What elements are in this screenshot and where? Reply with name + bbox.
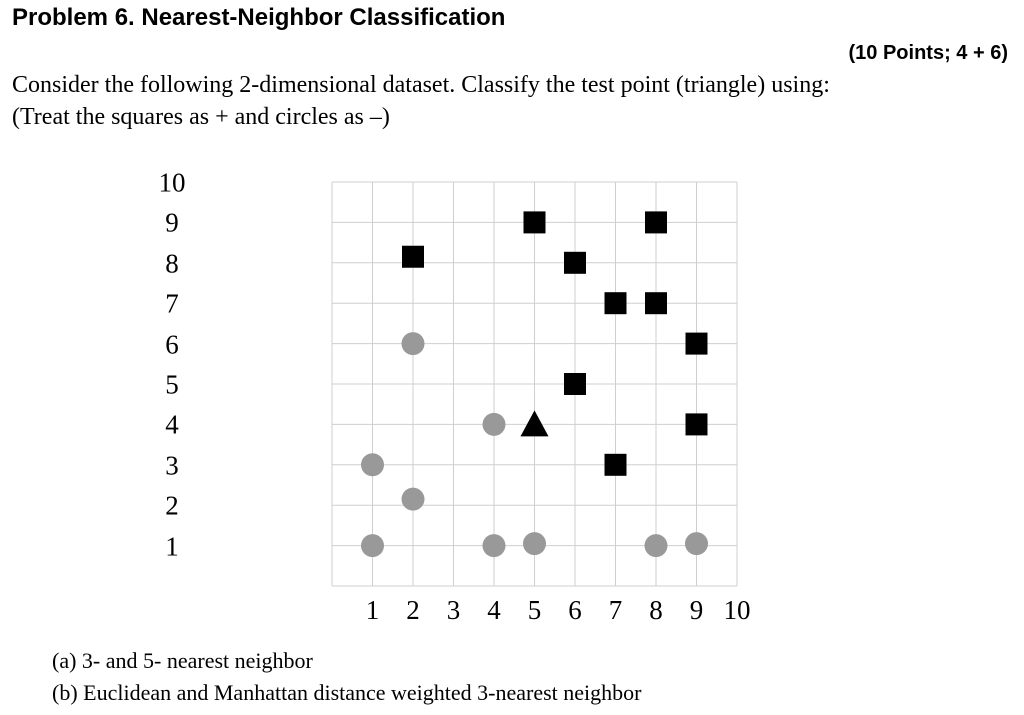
x-tick-label: 4 — [487, 595, 501, 625]
circle-marker — [361, 453, 384, 477]
square-marker — [604, 453, 627, 476]
instruction-line: Consider the following 2-dimensional dat… — [12, 72, 830, 98]
grid-lines — [331, 181, 738, 587]
x-tick-label: 2 — [406, 595, 420, 625]
question-b: (b) Euclidean and Manhattan distance wei… — [52, 680, 642, 705]
y-tick-label: 6 — [165, 329, 179, 360]
circle-marker — [644, 534, 668, 558]
circle-marker — [482, 534, 506, 558]
x-tick-label: 6 — [568, 595, 582, 625]
square-marker — [645, 211, 667, 234]
y-tick-label: 2 — [165, 490, 179, 521]
y-tick-label: 3 — [165, 450, 179, 481]
x-tick-label: 5 — [527, 595, 542, 625]
x-tick-label: 7 — [608, 595, 623, 625]
triangle-marker — [520, 410, 549, 437]
y-tick-label: 8 — [165, 248, 179, 279]
y-tick-label: 1 — [165, 531, 179, 562]
y-tick-label: 4 — [165, 409, 179, 440]
x-tick-label: 8 — [649, 595, 663, 625]
points-label: (10 Points; 4 + 6) — [848, 42, 1009, 64]
x-tick-label: 9 — [689, 595, 704, 625]
circle-marker — [685, 532, 708, 556]
square-marker — [604, 292, 627, 315]
y-tick-label: 9 — [165, 207, 179, 238]
problem-title: Problem 6. Nearest-Neighbor Classificati… — [12, 4, 506, 31]
question-a: (a) 3- and 5- nearest neighbor — [52, 648, 313, 673]
square-marker — [645, 292, 667, 315]
data-points — [361, 211, 708, 558]
square-marker — [564, 251, 586, 274]
instruction-note: (Treat the squares as + and circles as –… — [12, 104, 390, 130]
x-tick-label: 3 — [446, 595, 461, 625]
x-tick-label: 1 — [365, 595, 380, 625]
circle-marker — [361, 534, 384, 558]
y-tick-label: 10 — [158, 167, 186, 198]
circle-marker — [401, 332, 425, 356]
square-marker — [402, 245, 424, 268]
x-tick-label: 10 — [723, 595, 751, 625]
circle-marker — [482, 412, 506, 436]
square-marker — [523, 211, 546, 234]
circle-marker — [523, 532, 546, 556]
y-tick-label: 7 — [165, 288, 179, 319]
y-tick-label: 5 — [165, 369, 179, 400]
circle-marker — [401, 487, 425, 511]
square-marker — [685, 332, 708, 355]
square-marker — [685, 413, 708, 436]
square-marker — [564, 373, 586, 395]
